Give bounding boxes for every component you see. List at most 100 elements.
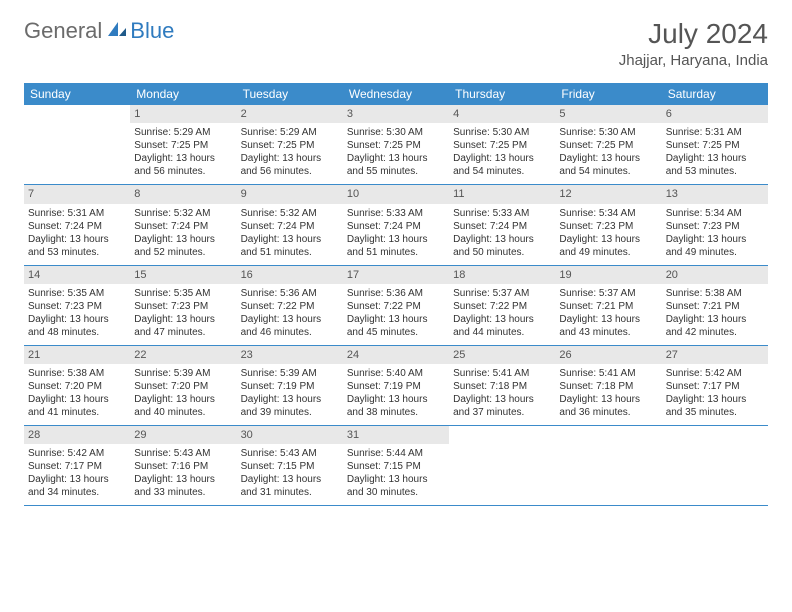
day-number: 30	[237, 426, 343, 444]
daylight-text: Daylight: 13 hours and 54 minutes.	[453, 152, 551, 178]
sunrise-text: Sunrise: 5:38 AM	[666, 287, 764, 300]
day-number: 29	[130, 426, 236, 444]
day-content: Sunrise: 5:29 AMSunset: 7:25 PMDaylight:…	[130, 123, 236, 184]
day-number: 7	[24, 185, 130, 203]
sunrise-text: Sunrise: 5:31 AM	[28, 207, 126, 220]
daylight-text: Daylight: 13 hours and 55 minutes.	[347, 152, 445, 178]
day-cell: 16Sunrise: 5:36 AMSunset: 7:22 PMDayligh…	[237, 266, 343, 345]
day-content: Sunrise: 5:36 AMSunset: 7:22 PMDaylight:…	[343, 284, 449, 345]
day-content: Sunrise: 5:37 AMSunset: 7:22 PMDaylight:…	[449, 284, 555, 345]
sunrise-text: Sunrise: 5:36 AM	[241, 287, 339, 300]
daylight-text: Daylight: 13 hours and 48 minutes.	[28, 313, 126, 339]
sunset-text: Sunset: 7:15 PM	[241, 460, 339, 473]
logo-sail-icon	[106, 20, 128, 43]
day-number: 10	[343, 185, 449, 203]
sunset-text: Sunset: 7:17 PM	[666, 380, 764, 393]
daylight-text: Daylight: 13 hours and 50 minutes.	[453, 233, 551, 259]
sunset-text: Sunset: 7:15 PM	[347, 460, 445, 473]
daylight-text: Daylight: 13 hours and 53 minutes.	[28, 233, 126, 259]
sunset-text: Sunset: 7:23 PM	[134, 300, 232, 313]
day-cell: 27Sunrise: 5:42 AMSunset: 7:17 PMDayligh…	[662, 346, 768, 425]
sunrise-text: Sunrise: 5:29 AM	[134, 126, 232, 139]
daylight-text: Daylight: 13 hours and 33 minutes.	[134, 473, 232, 499]
daylight-text: Daylight: 13 hours and 46 minutes.	[241, 313, 339, 339]
sunrise-text: Sunrise: 5:42 AM	[666, 367, 764, 380]
daylight-text: Daylight: 13 hours and 39 minutes.	[241, 393, 339, 419]
daylight-text: Daylight: 13 hours and 51 minutes.	[347, 233, 445, 259]
sunset-text: Sunset: 7:25 PM	[666, 139, 764, 152]
daylight-text: Daylight: 13 hours and 49 minutes.	[666, 233, 764, 259]
day-number: 14	[24, 266, 130, 284]
day-cell: 28Sunrise: 5:42 AMSunset: 7:17 PMDayligh…	[24, 426, 130, 505]
sunrise-text: Sunrise: 5:33 AM	[347, 207, 445, 220]
day-content: Sunrise: 5:42 AMSunset: 7:17 PMDaylight:…	[662, 364, 768, 425]
day-number: 12	[555, 185, 661, 203]
day-number: 26	[555, 346, 661, 364]
sunrise-text: Sunrise: 5:34 AM	[559, 207, 657, 220]
day-header: Saturday	[662, 83, 768, 105]
title-block: July 2024 Jhajjar, Haryana, India	[619, 18, 768, 69]
day-content: Sunrise: 5:33 AMSunset: 7:24 PMDaylight:…	[449, 204, 555, 265]
sunset-text: Sunset: 7:19 PM	[347, 380, 445, 393]
sunset-text: Sunset: 7:25 PM	[241, 139, 339, 152]
sunrise-text: Sunrise: 5:36 AM	[347, 287, 445, 300]
sunset-text: Sunset: 7:20 PM	[134, 380, 232, 393]
day-number: 9	[237, 185, 343, 203]
day-cell	[449, 426, 555, 505]
daylight-text: Daylight: 13 hours and 35 minutes.	[666, 393, 764, 419]
week-row: 1Sunrise: 5:29 AMSunset: 7:25 PMDaylight…	[24, 105, 768, 185]
day-content: Sunrise: 5:44 AMSunset: 7:15 PMDaylight:…	[343, 444, 449, 505]
calendar-grid: SundayMondayTuesdayWednesdayThursdayFrid…	[24, 83, 768, 506]
day-cell: 22Sunrise: 5:39 AMSunset: 7:20 PMDayligh…	[130, 346, 236, 425]
daylight-text: Daylight: 13 hours and 47 minutes.	[134, 313, 232, 339]
day-number: 13	[662, 185, 768, 203]
sunrise-text: Sunrise: 5:30 AM	[559, 126, 657, 139]
day-content: Sunrise: 5:40 AMSunset: 7:19 PMDaylight:…	[343, 364, 449, 425]
week-row: 14Sunrise: 5:35 AMSunset: 7:23 PMDayligh…	[24, 266, 768, 346]
day-cell: 24Sunrise: 5:40 AMSunset: 7:19 PMDayligh…	[343, 346, 449, 425]
day-cell: 23Sunrise: 5:39 AMSunset: 7:19 PMDayligh…	[237, 346, 343, 425]
day-number: 1	[130, 105, 236, 123]
day-cell	[555, 426, 661, 505]
day-header: Monday	[130, 83, 236, 105]
day-number: 25	[449, 346, 555, 364]
daylight-text: Daylight: 13 hours and 38 minutes.	[347, 393, 445, 419]
logo: General Blue	[24, 18, 174, 44]
day-content: Sunrise: 5:35 AMSunset: 7:23 PMDaylight:…	[24, 284, 130, 345]
day-cell: 18Sunrise: 5:37 AMSunset: 7:22 PMDayligh…	[449, 266, 555, 345]
day-cell: 13Sunrise: 5:34 AMSunset: 7:23 PMDayligh…	[662, 185, 768, 264]
day-number: 21	[24, 346, 130, 364]
day-number: 11	[449, 185, 555, 203]
sunrise-text: Sunrise: 5:44 AM	[347, 447, 445, 460]
day-number	[662, 426, 768, 430]
weeks-container: 1Sunrise: 5:29 AMSunset: 7:25 PMDaylight…	[24, 105, 768, 506]
daylight-text: Daylight: 13 hours and 54 minutes.	[559, 152, 657, 178]
day-number: 3	[343, 105, 449, 123]
sunrise-text: Sunrise: 5:35 AM	[28, 287, 126, 300]
day-content: Sunrise: 5:32 AMSunset: 7:24 PMDaylight:…	[130, 204, 236, 265]
day-header: Friday	[555, 83, 661, 105]
day-number: 6	[662, 105, 768, 123]
day-content: Sunrise: 5:41 AMSunset: 7:18 PMDaylight:…	[555, 364, 661, 425]
month-title: July 2024	[619, 18, 768, 50]
day-cell: 4Sunrise: 5:30 AMSunset: 7:25 PMDaylight…	[449, 105, 555, 184]
sunset-text: Sunset: 7:22 PM	[453, 300, 551, 313]
daylight-text: Daylight: 13 hours and 41 minutes.	[28, 393, 126, 419]
sunrise-text: Sunrise: 5:39 AM	[241, 367, 339, 380]
sunset-text: Sunset: 7:17 PM	[28, 460, 126, 473]
day-cell: 3Sunrise: 5:30 AMSunset: 7:25 PMDaylight…	[343, 105, 449, 184]
logo-text-blue: Blue	[130, 18, 174, 44]
day-cell: 1Sunrise: 5:29 AMSunset: 7:25 PMDaylight…	[130, 105, 236, 184]
daylight-text: Daylight: 13 hours and 51 minutes.	[241, 233, 339, 259]
sunrise-text: Sunrise: 5:30 AM	[453, 126, 551, 139]
daylight-text: Daylight: 13 hours and 34 minutes.	[28, 473, 126, 499]
day-content: Sunrise: 5:30 AMSunset: 7:25 PMDaylight:…	[449, 123, 555, 184]
day-content: Sunrise: 5:43 AMSunset: 7:15 PMDaylight:…	[237, 444, 343, 505]
day-cell	[662, 426, 768, 505]
day-cell: 30Sunrise: 5:43 AMSunset: 7:15 PMDayligh…	[237, 426, 343, 505]
day-content: Sunrise: 5:32 AMSunset: 7:24 PMDaylight:…	[237, 204, 343, 265]
daylight-text: Daylight: 13 hours and 53 minutes.	[666, 152, 764, 178]
day-number: 8	[130, 185, 236, 203]
sunrise-text: Sunrise: 5:29 AM	[241, 126, 339, 139]
day-cell: 31Sunrise: 5:44 AMSunset: 7:15 PMDayligh…	[343, 426, 449, 505]
